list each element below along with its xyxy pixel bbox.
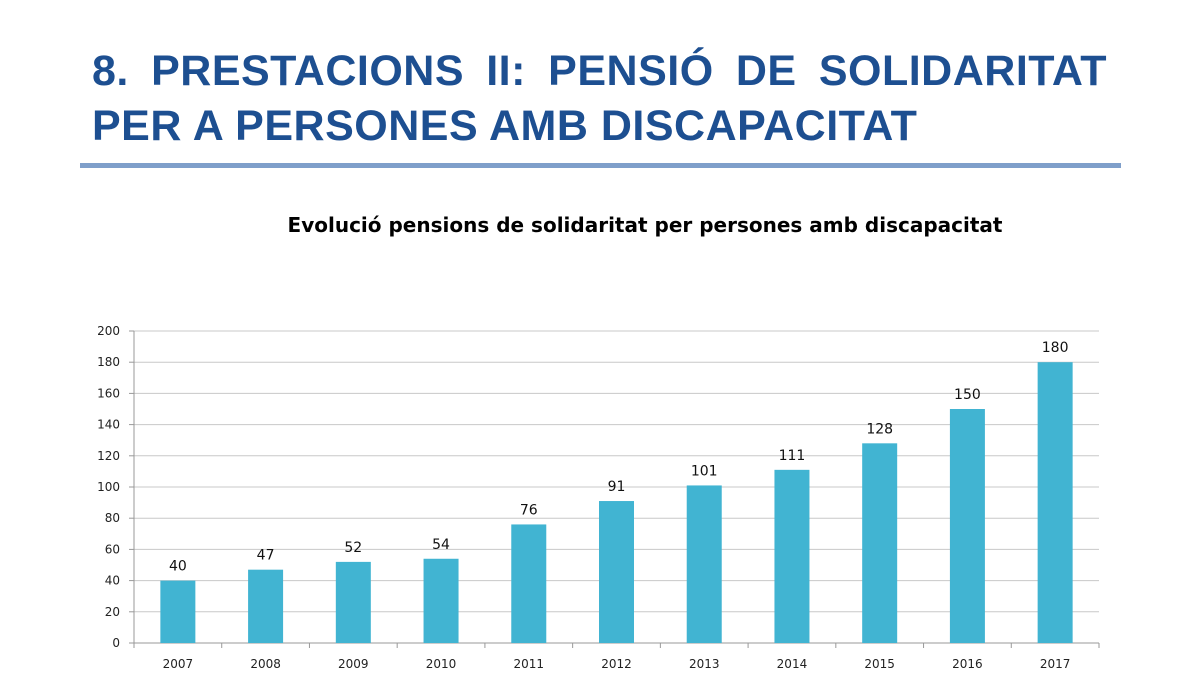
- y-tick-label: 80: [105, 511, 120, 525]
- y-tick-label: 0: [112, 636, 120, 650]
- x-tick-label: 2014: [777, 657, 808, 671]
- data-label-2013: 101: [691, 463, 718, 479]
- y-tick-label: 180: [97, 355, 120, 369]
- y-tick-label: 20: [105, 605, 120, 619]
- bar-2010: [423, 558, 459, 643]
- bar-2011: [511, 524, 547, 643]
- bar-2014: [774, 469, 810, 643]
- data-label-2014: 111: [779, 448, 806, 464]
- y-tick-label: 120: [97, 449, 120, 463]
- bar-2017: [1037, 362, 1073, 643]
- bar-2012: [599, 501, 634, 643]
- slide-title: 8. PRESTACIONS II: PENSIÓ DE SOLIDARITAT…: [92, 44, 1107, 154]
- data-label-2016: 150: [954, 387, 981, 403]
- data-label-2012: 91: [608, 479, 626, 495]
- slide-title-line-2: PER A PERSONES AMB DISCAPACITAT: [92, 102, 918, 150]
- data-label-2009: 52: [344, 540, 362, 556]
- y-tick-label: 140: [97, 418, 120, 432]
- bar-2016: [949, 409, 985, 643]
- x-tick-label: 2009: [338, 657, 369, 671]
- y-tick-label: 60: [105, 542, 120, 556]
- x-tick-label: 2010: [426, 657, 457, 671]
- y-tick-label: 40: [105, 574, 120, 588]
- x-tick-label: 2011: [513, 657, 544, 671]
- data-label-2008: 47: [257, 548, 275, 564]
- y-tick-label: 200: [97, 324, 120, 338]
- slide-title-line-1: 8. PRESTACIONS II: PENSIÓ DE SOLIDARITAT: [92, 47, 1107, 95]
- bar-2015: [862, 443, 898, 643]
- bar-2008: [248, 569, 284, 643]
- bar-2007: [160, 580, 196, 643]
- x-tick-label: 2012: [601, 657, 632, 671]
- x-tick-label: 2017: [1040, 657, 1071, 671]
- x-tick-label: 2015: [864, 657, 895, 671]
- bar-2009: [335, 561, 371, 643]
- x-tick-label: 2008: [250, 657, 281, 671]
- x-tick-label: 2007: [163, 657, 194, 671]
- data-label-2011: 76: [520, 502, 538, 518]
- x-tick-label: 2016: [952, 657, 983, 671]
- x-tick-label: 2013: [689, 657, 720, 671]
- bar-2013: [686, 485, 722, 643]
- data-label-2007: 40: [169, 559, 187, 575]
- data-label-2010: 54: [432, 537, 450, 553]
- data-label-2017: 180: [1042, 340, 1069, 356]
- y-tick-label: 100: [97, 480, 120, 494]
- chart-title: Evolució pensions de solidaritat per per…: [288, 213, 1003, 237]
- data-label-2015: 128: [866, 421, 893, 437]
- y-tick-label: 160: [97, 386, 120, 400]
- title-divider: [80, 163, 1121, 168]
